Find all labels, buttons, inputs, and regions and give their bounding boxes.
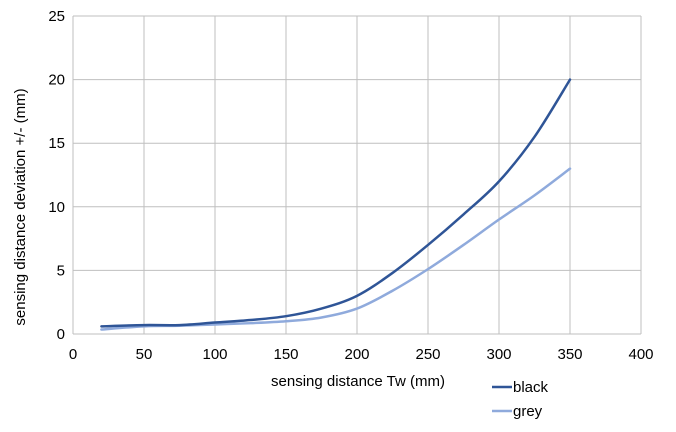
x-tick-label: 400 <box>628 346 653 363</box>
x-tick-label: 150 <box>273 346 298 363</box>
x-tick-label: 50 <box>136 346 153 363</box>
x-axis-title: sensing distance Tw (mm) <box>271 373 445 390</box>
series-lines <box>100 78 572 331</box>
x-tick-label: 100 <box>202 346 227 363</box>
y-axis-title: sensing distance deviation +/- (mm) <box>12 88 29 325</box>
y-tick-label: 20 <box>48 72 65 89</box>
y-tick-label: 25 <box>48 8 65 25</box>
y-tick-label: 15 <box>48 135 65 152</box>
legend-label-black: black <box>513 379 549 396</box>
y-tick-label: 10 <box>48 199 65 216</box>
x-tick-label: 250 <box>415 346 440 363</box>
x-tick-label: 0 <box>69 346 77 363</box>
x-tick-label: 350 <box>557 346 582 363</box>
x-tick-label: 200 <box>344 346 369 363</box>
x-tick-label: 300 <box>486 346 511 363</box>
tick-labels: 0 50 100 150 200 250 300 350 400 0 5 10 15 20 25 <box>48 8 653 363</box>
series-line-black <box>100 78 572 328</box>
y-tick-label: 5 <box>57 262 65 279</box>
y-tick-label: 0 <box>57 326 65 343</box>
legend-label-grey: grey <box>513 403 543 420</box>
legend: black grey <box>492 379 549 420</box>
gridlines <box>72 15 642 335</box>
